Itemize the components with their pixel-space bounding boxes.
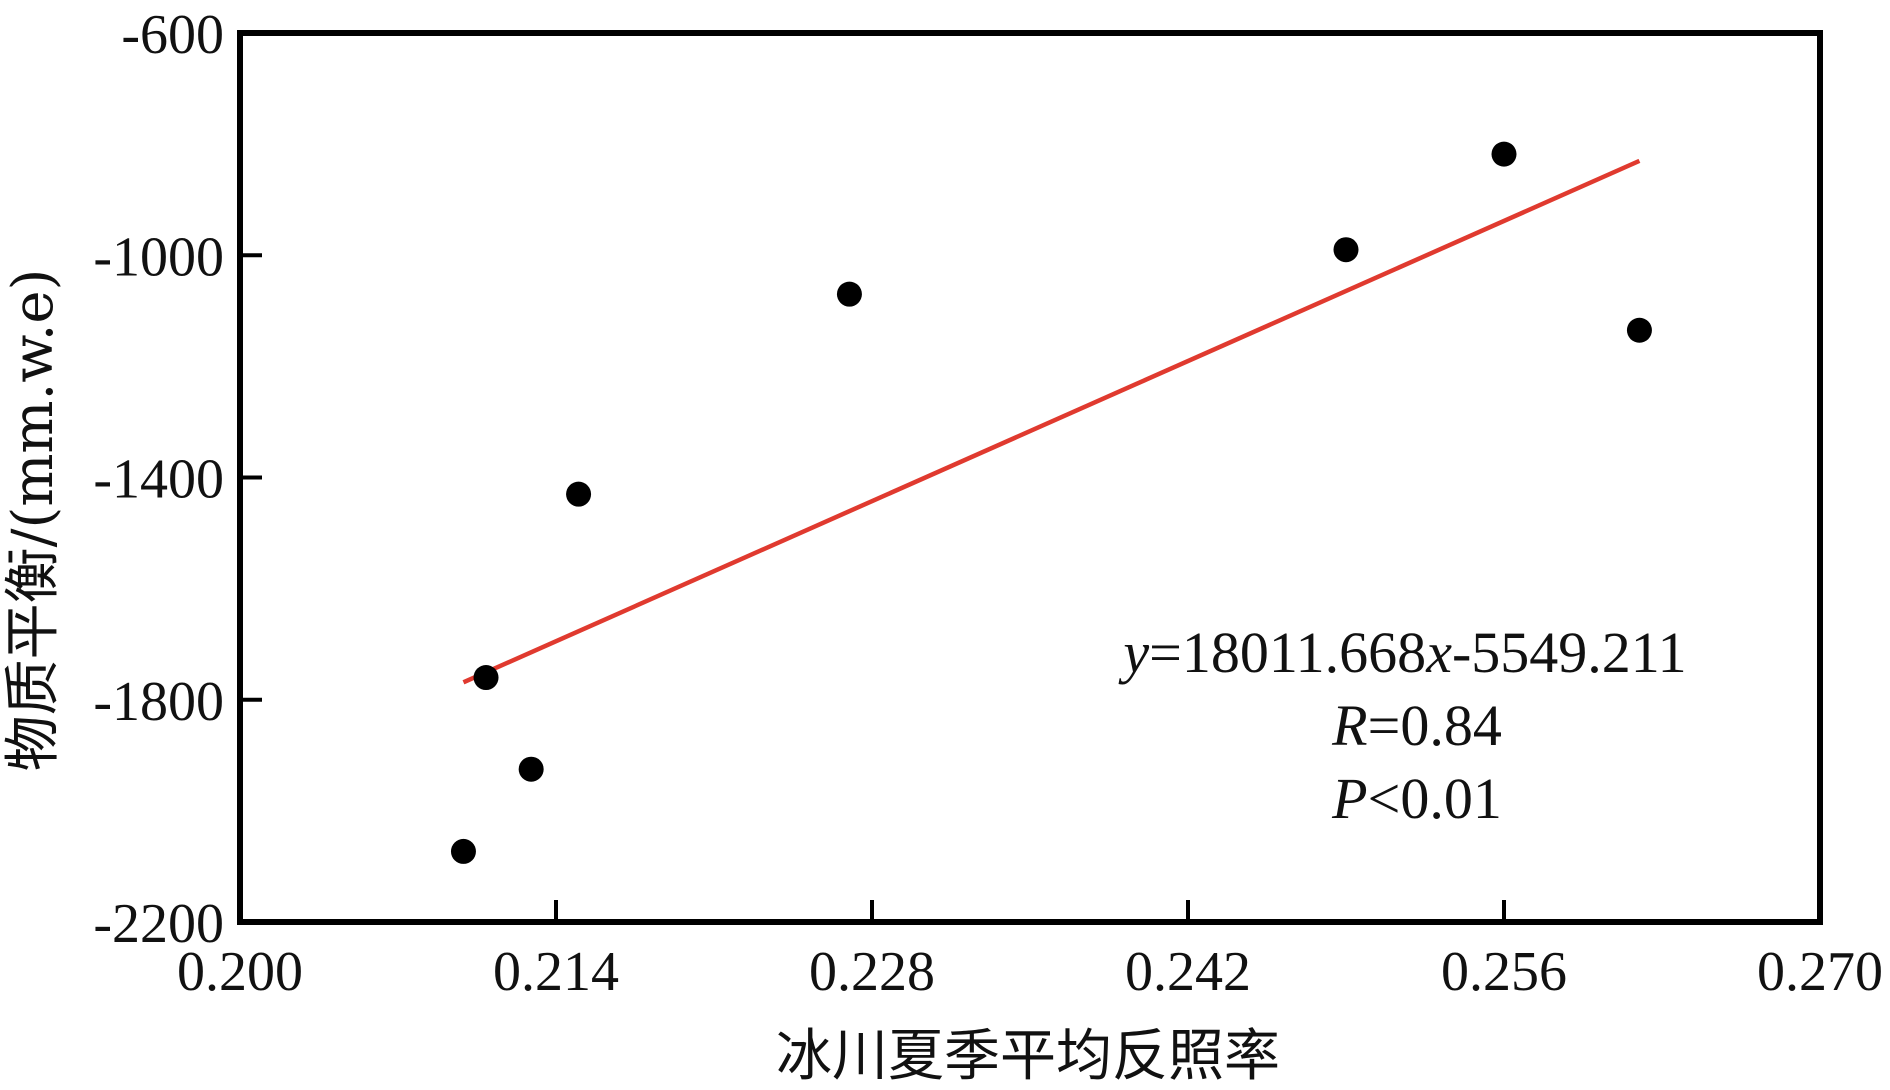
- data-point: [1626, 317, 1652, 343]
- x-tick-label: 0.270: [1757, 941, 1883, 1003]
- x-axis-title: 冰川夏季平均反照率: [776, 1024, 1280, 1089]
- y-tick-label: -1400: [93, 449, 224, 511]
- plot-area: [450, 141, 1652, 864]
- regression-equation: y=18011.668x-5549.211: [1118, 620, 1686, 685]
- y-axis-title: 物质平衡/(mm.w.e): [1, 269, 66, 772]
- y-tick-label: -1800: [93, 671, 224, 733]
- y-tick-label: -600: [121, 4, 224, 66]
- data-point: [518, 756, 544, 782]
- r-value: R=0.84: [1331, 693, 1502, 758]
- axis-ticks: [238, 31, 1822, 924]
- y-tick-label: -1000: [93, 226, 224, 288]
- equation-y-var: y: [1118, 620, 1149, 685]
- x-tick-label: 0.256: [1441, 941, 1567, 1003]
- equation-x-var: x: [1425, 620, 1452, 685]
- plot-frame: [237, 30, 1823, 925]
- x-tick-label: 0.214: [493, 941, 619, 1003]
- p-symbol: P: [1331, 766, 1367, 831]
- data-point: [473, 665, 499, 691]
- data-point: [1333, 237, 1359, 263]
- x-tick-label: 0.200: [177, 941, 303, 1003]
- p-number: <0.01: [1368, 766, 1502, 831]
- data-point: [566, 481, 592, 507]
- data-point: [450, 838, 476, 864]
- tick-labels: 0.200 0.214 0.228 0.242 0.256 0.270 -600 -1000 -…: [93, 4, 1883, 1003]
- r-symbol: R: [1331, 693, 1367, 758]
- x-tick-label: 0.228: [809, 941, 935, 1003]
- x-tick-label: 0.242: [1125, 941, 1251, 1003]
- r-number: =0.84: [1368, 693, 1502, 758]
- regression-line: [462, 158, 1641, 685]
- equation-slope: =18011.668: [1149, 620, 1426, 685]
- p-value: P<0.01: [1331, 766, 1502, 831]
- y-tick-label: -2200: [93, 893, 224, 955]
- data-point: [1491, 141, 1517, 167]
- data-point: [836, 281, 862, 307]
- equation-intercept: -5549.211: [1452, 620, 1687, 685]
